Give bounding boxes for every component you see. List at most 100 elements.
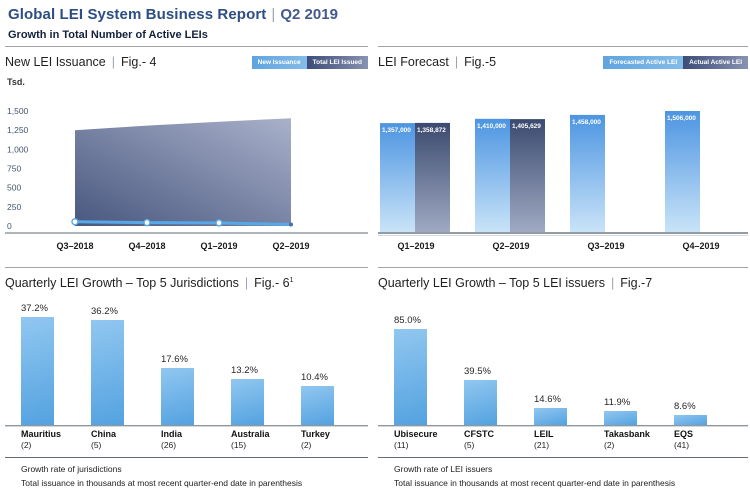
panel-top5-jurisdictions: Quarterly LEI Growth – Top 5 Jurisdictio… xyxy=(5,267,368,488)
footnote-marker: 1 xyxy=(289,276,294,284)
x-tick-label: EQS (41) xyxy=(674,429,744,450)
y-tick-label: 1,500 xyxy=(7,106,29,116)
page-title: Global LEI System Business Report | Q2 201… xyxy=(8,6,338,24)
legend-item-new-issuance: New Issuance xyxy=(251,55,307,69)
legend-item-forecasted-active-lei: Forecasted Active LEI xyxy=(603,55,684,69)
y-tick-label: 250 xyxy=(7,202,21,212)
line-marker xyxy=(289,222,293,227)
x-tick-label: Mauritius (2) xyxy=(21,429,91,450)
x-tick-label: Q2–2019 xyxy=(272,241,309,251)
panel-lei-forecast: LEI Forecast | Fig.-5 Forecasted Active LE… xyxy=(378,46,748,257)
category-total: (5) xyxy=(464,440,475,450)
panel-new-lei-issuance: New LEI Issuance | Fig.- 4 New Issuance To… xyxy=(5,46,368,257)
line-marker xyxy=(143,218,151,227)
category-total: (2) xyxy=(301,440,312,450)
x-tick-label: Q4–2019 xyxy=(682,241,719,251)
x-tick-label: Q2–2019 xyxy=(492,241,529,251)
bar-value-label: 1,405,629 xyxy=(512,123,541,130)
bar-value-label: 1,410,000 xyxy=(477,123,506,130)
bar-value-label: 36.2% xyxy=(91,306,118,317)
x-tick-label: CFSTC (5) xyxy=(464,429,534,450)
bar-group: 85.0% xyxy=(394,315,464,425)
bar-value-label: 11.9% xyxy=(604,397,631,408)
x-tick-label: Q3–2019 xyxy=(587,241,624,251)
bar-group: 10.4% xyxy=(301,372,371,425)
category-total: (26) xyxy=(161,440,177,450)
category-name: CFSTC xyxy=(464,429,494,439)
bar-value-label: 10.4% xyxy=(301,372,328,383)
percentage-bar xyxy=(464,380,497,425)
forecast-bar xyxy=(570,114,605,233)
category-total: (21) xyxy=(534,440,550,450)
forecast-bar xyxy=(665,111,700,233)
title-separator: | xyxy=(271,6,276,23)
report-title: Global LEI System Business Report xyxy=(8,6,267,23)
y-tick-label: 1,250 xyxy=(7,125,29,135)
chart-title-top5-lei-issuers: Quarterly LEI Growth – Top 5 LEI issuers… xyxy=(378,276,653,290)
category-name: Turkey xyxy=(301,429,330,439)
total-lei-issued-area xyxy=(75,118,291,226)
category-total: (11) xyxy=(394,440,409,450)
bar-value-label: 8.6% xyxy=(674,401,696,412)
footnote: Growth rate of jurisdictions xyxy=(21,464,122,474)
legend-forecast: Forecasted Active LEI Actual Active LEI xyxy=(603,55,748,69)
forecast-bar xyxy=(380,123,415,233)
y-tick-label: 0 xyxy=(7,221,12,231)
percentage-bar xyxy=(21,317,54,425)
legend-item-actual-active-lei: Actual Active LEI xyxy=(683,55,748,69)
bar-group: 13.2% xyxy=(231,365,301,425)
bar-group: 39.5% xyxy=(464,366,534,425)
bar-value-label: 1,357,000 xyxy=(382,127,411,134)
bar-group: 11.9% xyxy=(604,397,674,425)
x-tick-label: Australia (15) xyxy=(231,429,301,450)
category-name: China xyxy=(91,429,117,439)
y-tick-label: 500 xyxy=(7,183,21,193)
footnote: Growth rate of LEI issuers xyxy=(394,464,493,474)
x-tick-label: Q3–2018 xyxy=(56,241,93,251)
chart-title-new-lei-issuance: New LEI Issuance | Fig.- 4 xyxy=(5,55,157,69)
bar-group: 8.6% xyxy=(674,401,744,425)
bar-value-label: 1,358,872 xyxy=(417,127,446,134)
x-tick-label: Ubisecure (11) xyxy=(394,429,464,450)
category-name: Ubisecure xyxy=(394,429,438,439)
bar-value-label: 1,458,000 xyxy=(572,119,601,126)
bar-chart-issuers: 85.0% 39.5% 14.6% 11.9% 8.6% xyxy=(378,298,748,426)
category-total: (2) xyxy=(604,440,615,450)
bar-value-label: 37.2% xyxy=(21,303,48,314)
category-total: (15) xyxy=(231,440,247,450)
chart-footnotes-jurisdictions: Growth rate of jurisdictions Total issua… xyxy=(5,457,368,488)
x-tick-label: Q4–2018 xyxy=(128,241,165,251)
x-tick-label: Q1–2019 xyxy=(200,241,237,251)
actual-bar xyxy=(510,119,545,233)
bar-group: 37.2% xyxy=(21,303,91,425)
line-marker xyxy=(215,219,223,227)
line-marker xyxy=(71,218,79,226)
panel-top5-lei-issuers: Quarterly LEI Growth – Top 5 LEI issuers… xyxy=(378,267,748,488)
report-period: Q2 2019 xyxy=(280,6,338,23)
bar-group: 17.6% xyxy=(161,354,231,425)
percentage-bar xyxy=(91,320,124,425)
percentage-bar xyxy=(534,408,567,425)
actual-bar xyxy=(415,122,450,233)
report-header: Global LEI System Business Report | Q2 201… xyxy=(8,6,338,41)
x-tick-label: China (5) xyxy=(91,429,161,450)
percentage-bar xyxy=(604,411,637,425)
legend-item-total-lei-issued: Total LEI Issued xyxy=(306,55,368,69)
category-total: (41) xyxy=(674,440,690,450)
percentage-bar xyxy=(674,415,707,425)
x-axis-labels-issuers: Ubisecure (11) CFSTC (5) LEIL (21) Takasbank (2… xyxy=(378,429,748,450)
y-axis-unit: Tsd. xyxy=(7,77,25,87)
page-subtitle: Growth in Total Number of Active LEIs xyxy=(8,29,208,41)
x-tick-label: Turkey (2) xyxy=(301,429,371,450)
percentage-bar xyxy=(394,329,427,425)
bar-value-label: 39.5% xyxy=(464,366,491,377)
x-tick-label: LEIL (21) xyxy=(534,429,604,450)
footnote: Total issuance in thousands at most rece… xyxy=(394,478,676,488)
bar-value-label: 85.0% xyxy=(394,315,421,326)
category-name: Mauritius xyxy=(21,429,62,439)
category-name: Takasbank xyxy=(604,429,650,439)
bar-value-label: 13.2% xyxy=(231,365,258,376)
category-total: (2) xyxy=(21,440,32,450)
new-issuance-line xyxy=(73,220,293,226)
